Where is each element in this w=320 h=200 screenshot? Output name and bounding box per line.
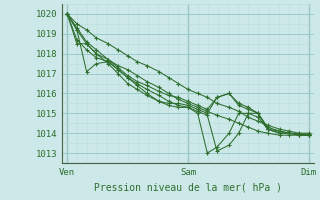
X-axis label: Pression niveau de la mer( hPa ): Pression niveau de la mer( hPa ) xyxy=(94,182,282,192)
